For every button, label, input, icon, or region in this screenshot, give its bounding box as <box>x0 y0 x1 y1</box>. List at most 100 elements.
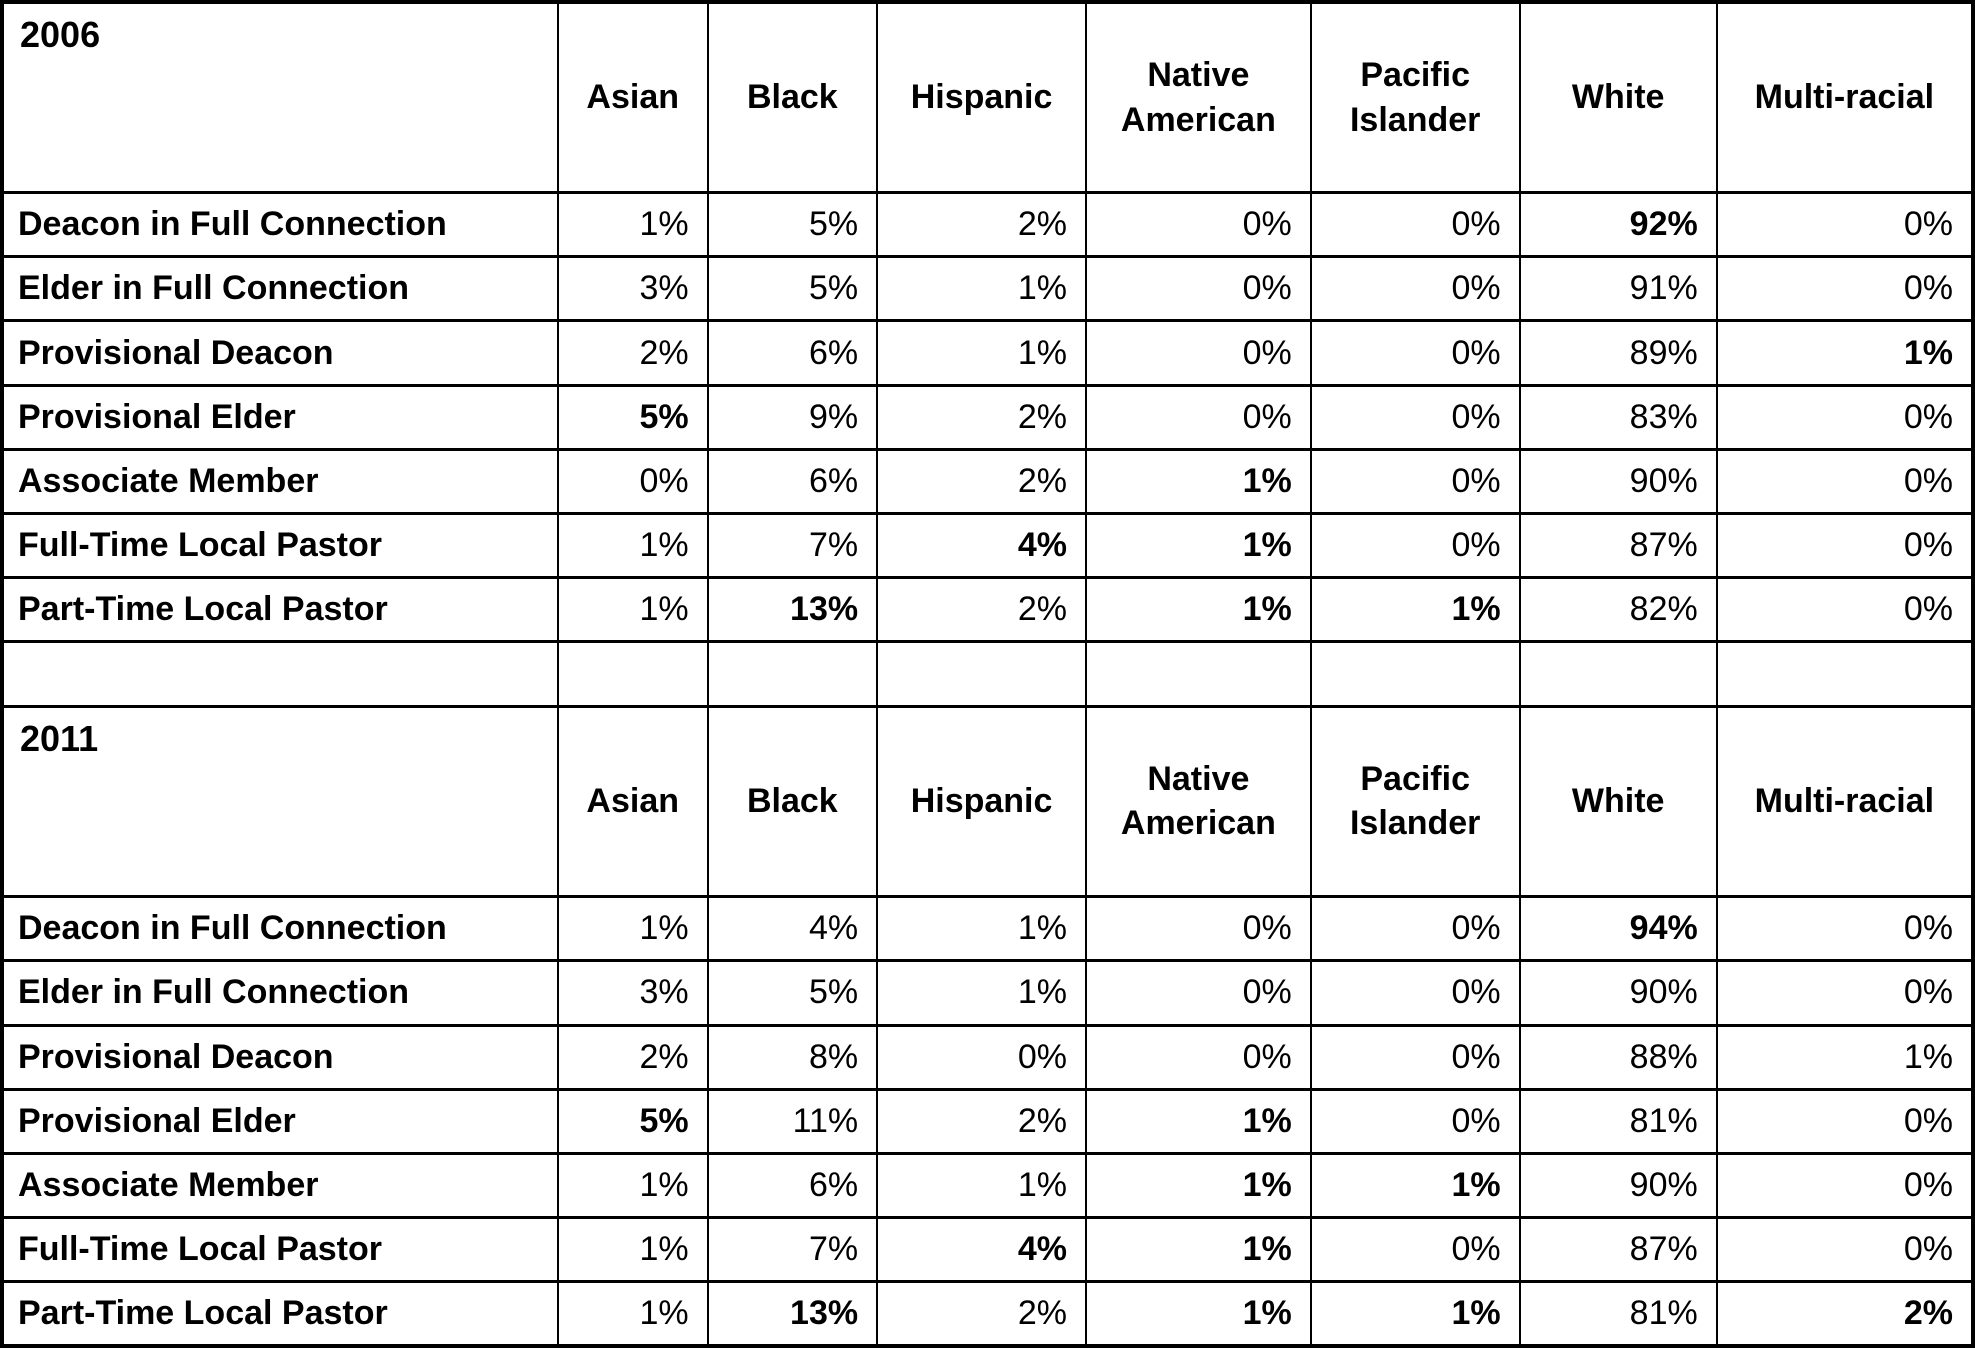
data-cell: 87% <box>1518 511 1718 580</box>
data-cell: 3% <box>556 255 709 323</box>
row-label: Elder in Full Connection <box>1 255 559 323</box>
data-cell: 2% <box>556 1023 709 1091</box>
data-cell: 7% <box>706 1216 879 1284</box>
section-header-row: 2011 Asian Black Hispanic Native American Pac… <box>1 704 1975 899</box>
table-row: Part-Time Local Pastor 1% 13% 2% 1% 1% 81% 2% <box>1 1280 1975 1348</box>
section-header-row: 2006 Asian Black Hispanic Native American Pac… <box>1 0 1975 195</box>
data-cell: 0% <box>1715 447 1975 516</box>
data-cell: 2% <box>876 1087 1088 1155</box>
data-cell: 1% <box>556 1151 709 1220</box>
data-cell: 13% <box>706 576 879 644</box>
data-cell: 0% <box>1085 255 1312 323</box>
table-row: Provisional Deacon 2% 8% 0% 0% 0% 88% 1% <box>1 1023 1975 1091</box>
data-cell: 1% <box>556 1216 709 1284</box>
spacer-cell <box>1 640 559 708</box>
column-header: Black <box>706 704 879 899</box>
data-cell: 90% <box>1518 447 1718 516</box>
data-cell: 94% <box>1518 895 1718 963</box>
data-cell: 1% <box>556 191 709 259</box>
column-header: Multi-racial <box>1715 704 1975 899</box>
data-cell: 11% <box>706 1087 879 1155</box>
data-cell: 0% <box>1309 1216 1521 1284</box>
row-label: Elder in Full Connection <box>1 959 559 1027</box>
data-cell: 1% <box>876 319 1088 387</box>
data-cell: 1% <box>556 895 709 963</box>
spacer-cell <box>1309 640 1521 708</box>
data-cell: 6% <box>706 319 879 387</box>
row-label: Part-Time Local Pastor <box>1 576 559 644</box>
data-cell: 1% <box>1085 1087 1312 1155</box>
column-header: Black <box>706 0 879 195</box>
data-cell: 2% <box>876 191 1088 259</box>
data-cell: 0% <box>1085 319 1312 387</box>
table-row: Elder in Full Connection 3% 5% 1% 0% 0% 91% 0% <box>1 255 1975 323</box>
column-header: Hispanic <box>876 704 1088 899</box>
data-cell: 7% <box>706 511 879 580</box>
data-cell: 87% <box>1518 1216 1718 1284</box>
data-cell: 0% <box>1085 383 1312 451</box>
row-label: Provisional Deacon <box>1 1023 559 1091</box>
data-cell: 0% <box>1715 191 1975 259</box>
data-cell: 2% <box>556 319 709 387</box>
data-cell: 1% <box>1309 1280 1521 1348</box>
column-header: Asian <box>556 0 709 195</box>
column-header: Pacific Islander <box>1309 704 1521 899</box>
data-cell: 89% <box>1518 319 1718 387</box>
column-header: Multi-racial <box>1715 0 1975 195</box>
section-year-label: 2011 <box>1 704 559 899</box>
data-cell: 2% <box>876 576 1088 644</box>
column-header: Asian <box>556 704 709 899</box>
data-cell: 0% <box>1715 959 1975 1027</box>
data-cell: 8% <box>706 1023 879 1091</box>
data-cell: 4% <box>706 895 879 963</box>
data-cell: 1% <box>876 1151 1088 1220</box>
data-cell: 0% <box>556 447 709 516</box>
column-header: Pacific Islander <box>1309 0 1521 195</box>
data-cell: 4% <box>876 511 1088 580</box>
data-cell: 0% <box>1715 1151 1975 1220</box>
data-cell: 5% <box>706 255 879 323</box>
row-label: Provisional Deacon <box>1 319 559 387</box>
data-cell: 4% <box>876 1216 1088 1284</box>
data-cell: 1% <box>1085 447 1312 516</box>
data-cell: 1% <box>1085 576 1312 644</box>
spacer-cell <box>876 640 1088 708</box>
data-cell: 1% <box>876 895 1088 963</box>
data-cell: 0% <box>1309 511 1521 580</box>
spacer-cell <box>706 640 879 708</box>
data-cell: 6% <box>706 1151 879 1220</box>
data-cell: 0% <box>1715 576 1975 644</box>
table-row: Elder in Full Connection 3% 5% 1% 0% 0% 90% 0% <box>1 959 1975 1027</box>
column-header: Native American <box>1085 704 1312 899</box>
data-cell: 0% <box>1309 1087 1521 1155</box>
table-row: Provisional Elder 5% 9% 2% 0% 0% 83% 0% <box>1 383 1975 451</box>
data-cell: 1% <box>1085 1280 1312 1348</box>
data-cell: 81% <box>1518 1280 1718 1348</box>
data-cell: 0% <box>1715 1216 1975 1284</box>
data-cell: 1% <box>556 1280 709 1348</box>
data-cell: 6% <box>706 447 879 516</box>
data-cell: 5% <box>706 191 879 259</box>
spacer-cell <box>556 640 709 708</box>
data-cell: 0% <box>1715 895 1975 963</box>
column-header: White <box>1518 704 1718 899</box>
data-cell: 2% <box>876 383 1088 451</box>
row-label: Associate Member <box>1 447 559 516</box>
data-cell: 0% <box>1085 959 1312 1027</box>
data-cell: 0% <box>1715 1087 1975 1155</box>
data-cell: 0% <box>1715 383 1975 451</box>
data-cell: 1% <box>876 255 1088 323</box>
section-spacer-row <box>1 640 1975 708</box>
table-row: Provisional Deacon 2% 6% 1% 0% 0% 89% 1% <box>1 319 1975 387</box>
data-cell: 0% <box>1309 447 1521 516</box>
row-label: Associate Member <box>1 1151 559 1220</box>
data-cell: 0% <box>1309 383 1521 451</box>
data-cell: 1% <box>1309 576 1521 644</box>
row-label: Full-Time Local Pastor <box>1 1216 559 1284</box>
table-row: Associate Member 1% 6% 1% 1% 1% 90% 0% <box>1 1151 1975 1220</box>
data-cell: 5% <box>706 959 879 1027</box>
column-header: Hispanic <box>876 0 1088 195</box>
data-cell: 0% <box>1085 191 1312 259</box>
section-year-label: 2006 <box>1 0 559 195</box>
